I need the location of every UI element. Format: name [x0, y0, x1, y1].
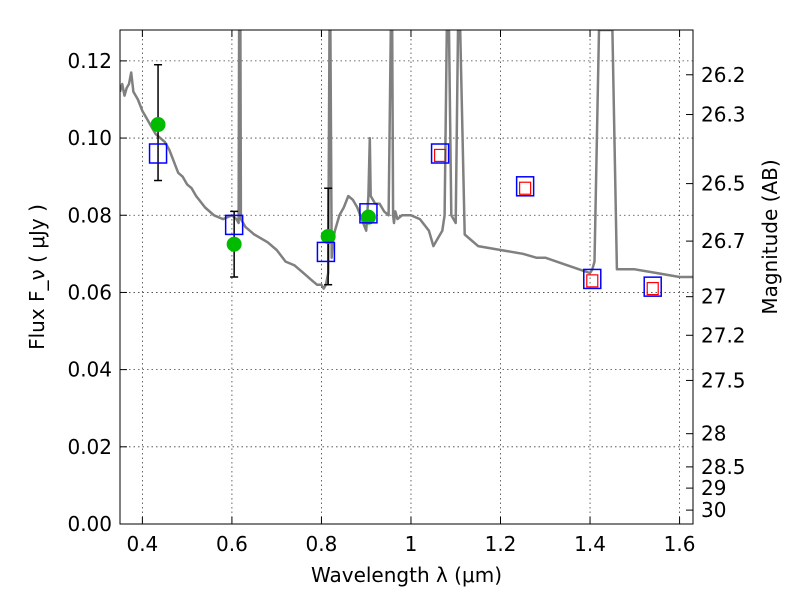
x-tick-label: 1.6: [664, 532, 696, 556]
predicted-flux-square: [433, 148, 447, 163]
observed-flux-point: [226, 236, 242, 252]
model-flux-square: [643, 276, 662, 297]
predicted-flux-square: [519, 181, 532, 195]
y-tick-label: 0.04: [67, 358, 112, 382]
observed-flux-point: [360, 209, 376, 225]
y-axis-title: Flux F_ν ( μJy ): [25, 204, 49, 350]
y2-tick-label: 26.2: [701, 63, 746, 87]
predicted-flux-square: [586, 274, 599, 288]
predicted-flux-square: [646, 281, 659, 296]
x-tick-label: 1.4: [574, 532, 606, 556]
observed-flux-point: [320, 228, 336, 244]
model-flux-square: [583, 268, 602, 290]
y2-tick-label: 27.5: [701, 368, 746, 392]
observed-flux-point: [150, 117, 166, 133]
y2-tick-label: 26.3: [701, 103, 746, 127]
y2-tick-label: 28: [701, 422, 726, 446]
model-flux-square: [316, 241, 336, 263]
y-tick-label: 0.06: [67, 280, 112, 304]
y2-tick-label: 26.7: [701, 229, 746, 253]
model-flux-square: [224, 214, 244, 236]
y2-tick-label: 30: [701, 498, 726, 522]
model-flux-square: [148, 143, 168, 164]
x-tick-label: 1.2: [485, 532, 517, 556]
y-tick-label: 0.00: [67, 512, 112, 536]
y-tick-label: 0.10: [67, 126, 112, 150]
y-tick-label: 0.08: [67, 203, 112, 227]
plot-frame: [119, 29, 694, 525]
x-tick-label: 0.6: [216, 532, 248, 556]
y-tick-label: 0.12: [67, 49, 112, 73]
y-tick-label: 0.02: [67, 435, 112, 459]
y2-axis-title: Magnitude (AB): [758, 159, 782, 314]
model-flux-square: [515, 176, 535, 197]
plot-layer: [120, 30, 693, 297]
tick-layer: 0.4 0.6 0.8 1 1.2 1.4 1.6 0.00 0.02 0.04 0.06 0.08 0…: [67, 30, 746, 556]
y2-tick-label: 27.2: [701, 323, 746, 347]
y2-tick-label: 29: [701, 476, 726, 500]
model-flux-square: [359, 203, 378, 224]
x-tick-label: 1: [405, 532, 418, 556]
x-axis-title: Wavelength λ (μm): [311, 563, 502, 587]
y2-tick-label: 28.5: [701, 455, 746, 479]
y2-tick-label: 27: [701, 285, 726, 309]
x-tick-label: 0.8: [306, 532, 338, 556]
x-tick-label: 0.4: [126, 532, 158, 556]
model-spectrum-line: [120, 30, 693, 290]
y2-tick-label: 26.5: [701, 172, 746, 196]
grid-layer: [120, 30, 693, 525]
model-flux-square: [430, 143, 450, 164]
